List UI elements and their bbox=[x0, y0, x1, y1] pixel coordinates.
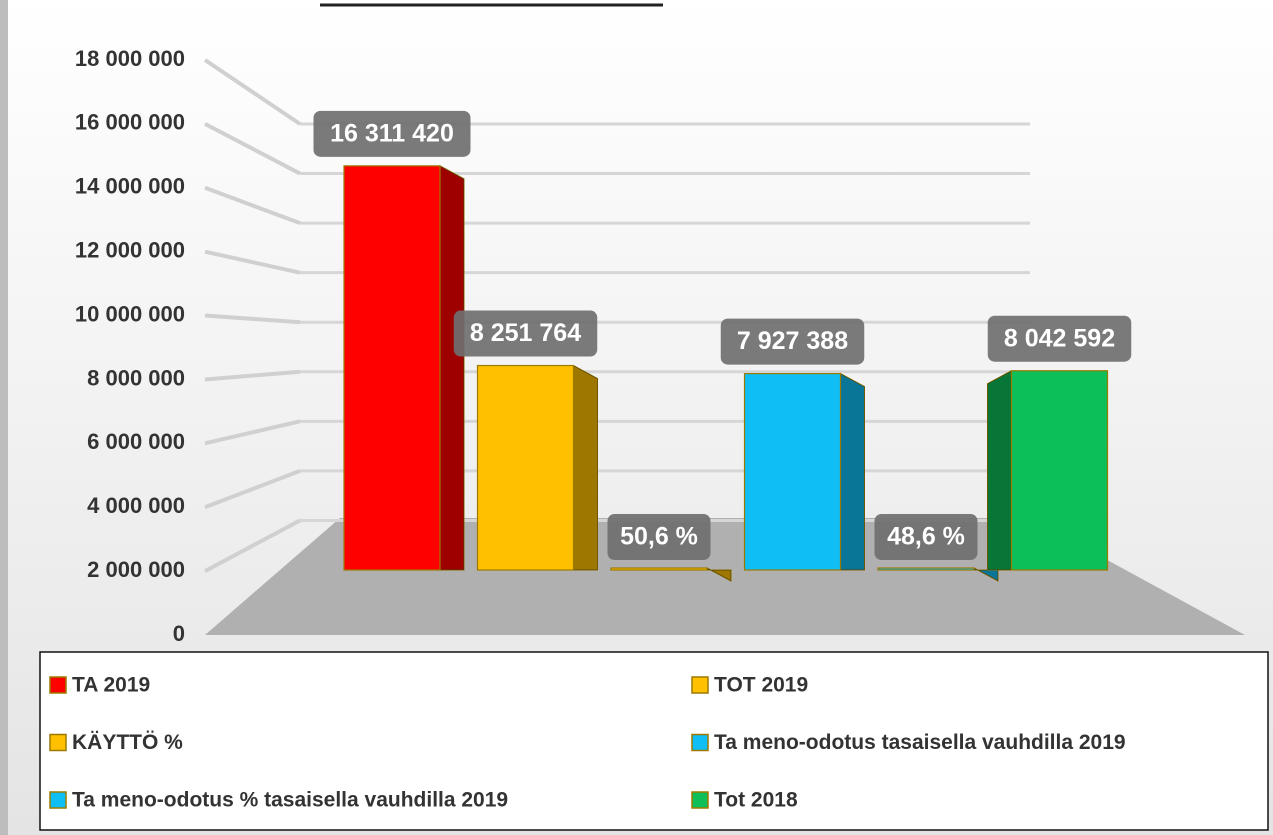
y-tick-label: 14 000 000 bbox=[75, 174, 185, 199]
bar-side-shade bbox=[707, 568, 731, 581]
y-tick-label: 16 000 000 bbox=[75, 110, 185, 135]
legend-swatch bbox=[691, 676, 709, 694]
grid-line bbox=[204, 185, 301, 225]
y-tick-label: 18 000 000 bbox=[75, 46, 185, 71]
value-label: 48,6 % bbox=[887, 523, 965, 551]
value-label-box bbox=[607, 514, 711, 560]
bar-side-shade bbox=[974, 568, 998, 581]
value-label: 50,6 % bbox=[620, 523, 698, 551]
value-label-box bbox=[987, 315, 1132, 362]
legend-swatch bbox=[49, 733, 67, 752]
bar bbox=[743, 372, 842, 571]
bar-side-shade bbox=[573, 365, 598, 570]
y-tick-label: 4 000 000 bbox=[87, 493, 185, 518]
value-label: 8 251 764 bbox=[470, 319, 581, 347]
grid-line bbox=[204, 369, 301, 382]
bar-side-shade bbox=[840, 373, 865, 570]
value-label: 16 311 420 bbox=[330, 119, 454, 147]
legend-label: Tot 2018 bbox=[714, 789, 798, 812]
y-tick-label: 0 bbox=[173, 621, 185, 646]
grid-line bbox=[204, 122, 301, 176]
bar-side-shade bbox=[440, 165, 464, 570]
y-tick-label: 10 000 000 bbox=[75, 301, 185, 326]
grid-line bbox=[203, 58, 302, 126]
bar bbox=[610, 567, 708, 571]
value-label-box bbox=[453, 310, 598, 357]
grid-line bbox=[204, 249, 301, 275]
legend-label: KÄYTTÖ % bbox=[72, 731, 183, 754]
legend-label: TOT 2019 bbox=[714, 674, 808, 697]
bar bbox=[1010, 370, 1109, 571]
legend-swatch bbox=[691, 733, 709, 752]
y-tick-label: 12 000 000 bbox=[75, 237, 185, 262]
bar bbox=[476, 364, 575, 571]
legend-swatch bbox=[49, 791, 67, 809]
value-label: 8 042 592 bbox=[1004, 324, 1115, 352]
legend-label: Ta meno-odotus tasaisella vauhdilla 2019 bbox=[714, 731, 1126, 754]
y-tick-label: 2 000 000 bbox=[87, 557, 185, 582]
y-tick-label: 8 000 000 bbox=[87, 365, 185, 390]
grid-line bbox=[204, 313, 301, 325]
grid-line bbox=[204, 419, 301, 446]
legend-swatch bbox=[49, 676, 67, 694]
bar bbox=[343, 165, 441, 571]
y-tick-label: 6 000 000 bbox=[87, 429, 185, 454]
grid-line bbox=[204, 469, 301, 510]
legend-label: Ta meno-odotus % tasaisella vauhdilla 20… bbox=[72, 789, 508, 812]
legend-box bbox=[39, 651, 1269, 831]
value-label: 7 927 388 bbox=[737, 327, 848, 355]
frame-edge bbox=[0, 0, 8, 835]
value-label-box bbox=[313, 110, 471, 157]
legend-label: TA 2019 bbox=[72, 674, 150, 697]
grid-line bbox=[204, 518, 301, 573]
bar-side-shade bbox=[987, 370, 1012, 570]
legend-swatch bbox=[691, 791, 709, 809]
bar bbox=[877, 567, 975, 571]
value-label-box bbox=[874, 514, 978, 560]
value-label-box bbox=[720, 318, 865, 365]
